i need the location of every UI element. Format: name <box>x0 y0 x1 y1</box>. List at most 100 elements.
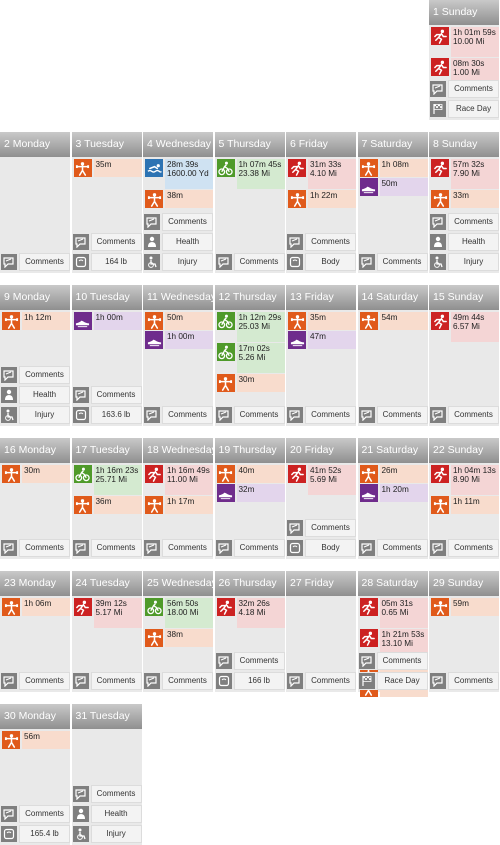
comments-button[interactable]: Comments <box>143 213 213 231</box>
injury-button[interactable]: Injury <box>143 253 213 271</box>
workout-entry[interactable]: 1h 06m <box>2 598 70 616</box>
health-button[interactable]: Health <box>143 233 213 251</box>
day-cell[interactable]: 5 Thursday 1h 07m 45s 23.38 Mi Comments <box>214 132 285 273</box>
workout-entry[interactable]: 50m <box>359 178 428 196</box>
comments-button[interactable]: Comments <box>286 672 356 690</box>
comments-button[interactable]: Comments <box>286 406 356 424</box>
day-cell[interactable]: 11 Wednesday 50m 1h 00m Comments <box>143 285 213 426</box>
day-cell[interactable]: 15 Sunday 49m 44s 6.57 Mi Comments <box>429 285 499 426</box>
workout-entry[interactable]: 54m <box>359 312 428 330</box>
workout-entry[interactable]: 33m <box>431 190 499 208</box>
workout-entry[interactable]: 59m <box>431 598 499 616</box>
workout-entry[interactable]: 32m 26s 4.18 Mi <box>216 598 285 628</box>
comments-button[interactable]: Comments <box>429 539 499 557</box>
workout-entry[interactable]: 50m <box>145 312 213 330</box>
day-cell[interactable]: 26 Thursday 32m 26s 4.18 Mi Comments 166 lb <box>214 571 285 692</box>
comments-button[interactable]: Comments <box>143 539 213 557</box>
workout-entry[interactable]: 1h 12m <box>2 312 70 330</box>
workout-entry[interactable]: 41m 52s 5.69 Mi <box>288 465 356 495</box>
workout-entry[interactable]: 1h 01m 59s 10.00 Mi <box>431 27 499 57</box>
comments-button[interactable]: Comments <box>357 539 428 557</box>
day-cell[interactable]: 19 Thursday 40m 32m Comments <box>214 438 285 559</box>
workout-entry[interactable]: 38m <box>145 190 213 208</box>
day-cell[interactable]: 14 Saturday 54m Comments <box>357 285 428 426</box>
workout-entry[interactable]: 1h 07m 45s 23.38 Mi <box>216 159 285 189</box>
workout-entry[interactable]: 56m 50s 18.00 Mi <box>145 598 213 628</box>
comments-button[interactable]: Comments <box>286 233 356 251</box>
workout-entry[interactable]: 1h 22m <box>288 190 356 208</box>
day-cell[interactable]: 24 Tuesday 39m 12s 5.17 Mi Comments <box>71 571 142 692</box>
workout-entry[interactable]: 47m <box>288 331 356 349</box>
workout-entry[interactable]: 1h 00m <box>73 312 142 330</box>
day-cell[interactable]: 7 Saturday 1h 08m 50m Comments <box>357 132 428 273</box>
day-cell[interactable]: 29 Sunday 59m Comments <box>429 571 499 692</box>
comments-button[interactable]: Comments <box>357 253 428 271</box>
comments-button[interactable]: Comments <box>143 672 213 690</box>
workout-entry[interactable]: 1h 12m 29s 25.03 Mi <box>216 312 285 342</box>
day-cell[interactable]: 1 Sunday 1h 01m 59s 10.00 Mi 08m 30s 1.00 Mi… <box>429 0 499 120</box>
day-cell[interactable]: 18 Wednesday 1h 16m 49s 11.00 Mi 1h 17m Comm… <box>143 438 213 559</box>
day-cell[interactable]: 16 Monday 30m Comments <box>0 438 70 559</box>
day-cell[interactable]: 22 Sunday 1h 04m 13s 8.90 Mi 1h 11m Comments <box>429 438 499 559</box>
comments-button[interactable]: Comments <box>71 785 142 803</box>
injury-button[interactable]: Injury <box>0 406 70 424</box>
comments-button[interactable]: Comments <box>0 539 70 557</box>
workout-entry[interactable]: 17m 02s 5.26 Mi <box>216 343 285 373</box>
workout-entry[interactable]: 30m <box>216 374 285 392</box>
day-cell[interactable]: 23 Monday 1h 06m Comments <box>0 571 70 692</box>
comments-button[interactable]: Comments <box>71 539 142 557</box>
day-cell[interactable]: 20 Friday 41m 52s 5.69 Mi Comments Body <box>286 438 356 559</box>
day-cell[interactable]: 4 Wednesday 28m 39s 1600.00 Yd 38m Comments H… <box>143 132 213 273</box>
race-day-button[interactable]: Race Day <box>429 100 499 118</box>
comments-button[interactable]: Comments <box>0 672 70 690</box>
workout-entry[interactable]: 05m 31s 0.65 Mi <box>359 598 428 628</box>
scale-button[interactable]: 164 lb <box>71 253 142 271</box>
day-cell[interactable]: 30 Monday 56m Comments 165.4 lb <box>0 704 70 845</box>
workout-entry[interactable]: 39m 12s 5.17 Mi <box>73 598 142 628</box>
workout-entry[interactable]: 1h 08m <box>359 159 428 177</box>
workout-entry[interactable]: 31m 33s 4.10 Mi <box>288 159 356 189</box>
day-cell[interactable]: 10 Tuesday 1h 00m Comments 163.6 lb <box>71 285 142 426</box>
comments-button[interactable]: Comments <box>143 406 213 424</box>
comments-button[interactable]: Comments <box>429 80 499 98</box>
comments-button[interactable]: Comments <box>214 652 285 670</box>
race-day-button[interactable]: Race Day <box>357 672 428 690</box>
comments-button[interactable]: Comments <box>214 253 285 271</box>
comments-button[interactable]: Comments <box>429 406 499 424</box>
comments-button[interactable]: Comments <box>429 672 499 690</box>
day-cell[interactable]: 13 Friday 35m 47m Comments <box>286 285 356 426</box>
comments-button[interactable]: Comments <box>71 672 142 690</box>
workout-entry[interactable]: 28m 39s 1600.00 Yd <box>145 159 213 189</box>
comments-button[interactable]: Comments <box>0 253 70 271</box>
workout-entry[interactable]: 49m 44s 6.57 Mi <box>431 312 499 342</box>
workout-entry[interactable]: 36m <box>73 496 142 514</box>
day-cell[interactable]: 8 Sunday 57m 32s 7.90 Mi 33m Comments Health I… <box>429 132 499 273</box>
workout-entry[interactable]: 1h 16m 49s 11.00 Mi <box>145 465 213 495</box>
scale-button[interactable]: 166 lb <box>214 672 285 690</box>
day-cell[interactable]: 21 Saturday 26m 1h 20m Comments <box>357 438 428 559</box>
comments-button[interactable]: Comments <box>286 519 356 537</box>
day-cell[interactable]: 28 Saturday 05m 31s 0.65 Mi 1h 21m 53s 13.10… <box>357 571 428 697</box>
workout-entry[interactable]: 56m <box>2 731 70 749</box>
scale-button[interactable]: 165.4 lb <box>0 825 70 843</box>
workout-entry[interactable]: 40m <box>216 465 285 483</box>
workout-entry[interactable]: 35m <box>73 159 142 177</box>
comments-button[interactable]: Comments <box>71 233 142 251</box>
comments-button[interactable]: Comments <box>357 652 428 670</box>
day-cell[interactable]: 17 Tuesday 1h 16m 23s 25.71 Mi 36m Comments <box>71 438 142 559</box>
workout-entry[interactable]: 1h 04m 13s 8.90 Mi <box>431 465 499 495</box>
day-cell[interactable]: 3 Tuesday 35m Comments 164 lb <box>71 132 142 273</box>
scale-button[interactable]: 163.6 lb <box>71 406 142 424</box>
day-cell[interactable]: 12 Thursday 1h 12m 29s 25.03 Mi 17m 02s 5.26… <box>214 285 285 426</box>
comments-button[interactable]: Comments <box>0 805 70 823</box>
scale-button[interactable]: Body <box>286 253 356 271</box>
day-cell[interactable]: 9 Monday 1h 12m Comments Health Injury <box>0 285 70 426</box>
day-cell[interactable]: 25 Wednesday 56m 50s 18.00 Mi 38m Comments <box>143 571 213 692</box>
injury-button[interactable]: Injury <box>71 825 142 843</box>
workout-entry[interactable]: 1h 17m <box>145 496 213 514</box>
day-cell[interactable]: 27 Friday Comments <box>286 571 356 692</box>
workout-entry[interactable]: 57m 32s 7.90 Mi <box>431 159 499 189</box>
scale-button[interactable]: Body <box>286 539 356 557</box>
day-cell[interactable]: 2 Monday Comments <box>0 132 70 273</box>
workout-entry[interactable]: 26m <box>359 465 428 483</box>
